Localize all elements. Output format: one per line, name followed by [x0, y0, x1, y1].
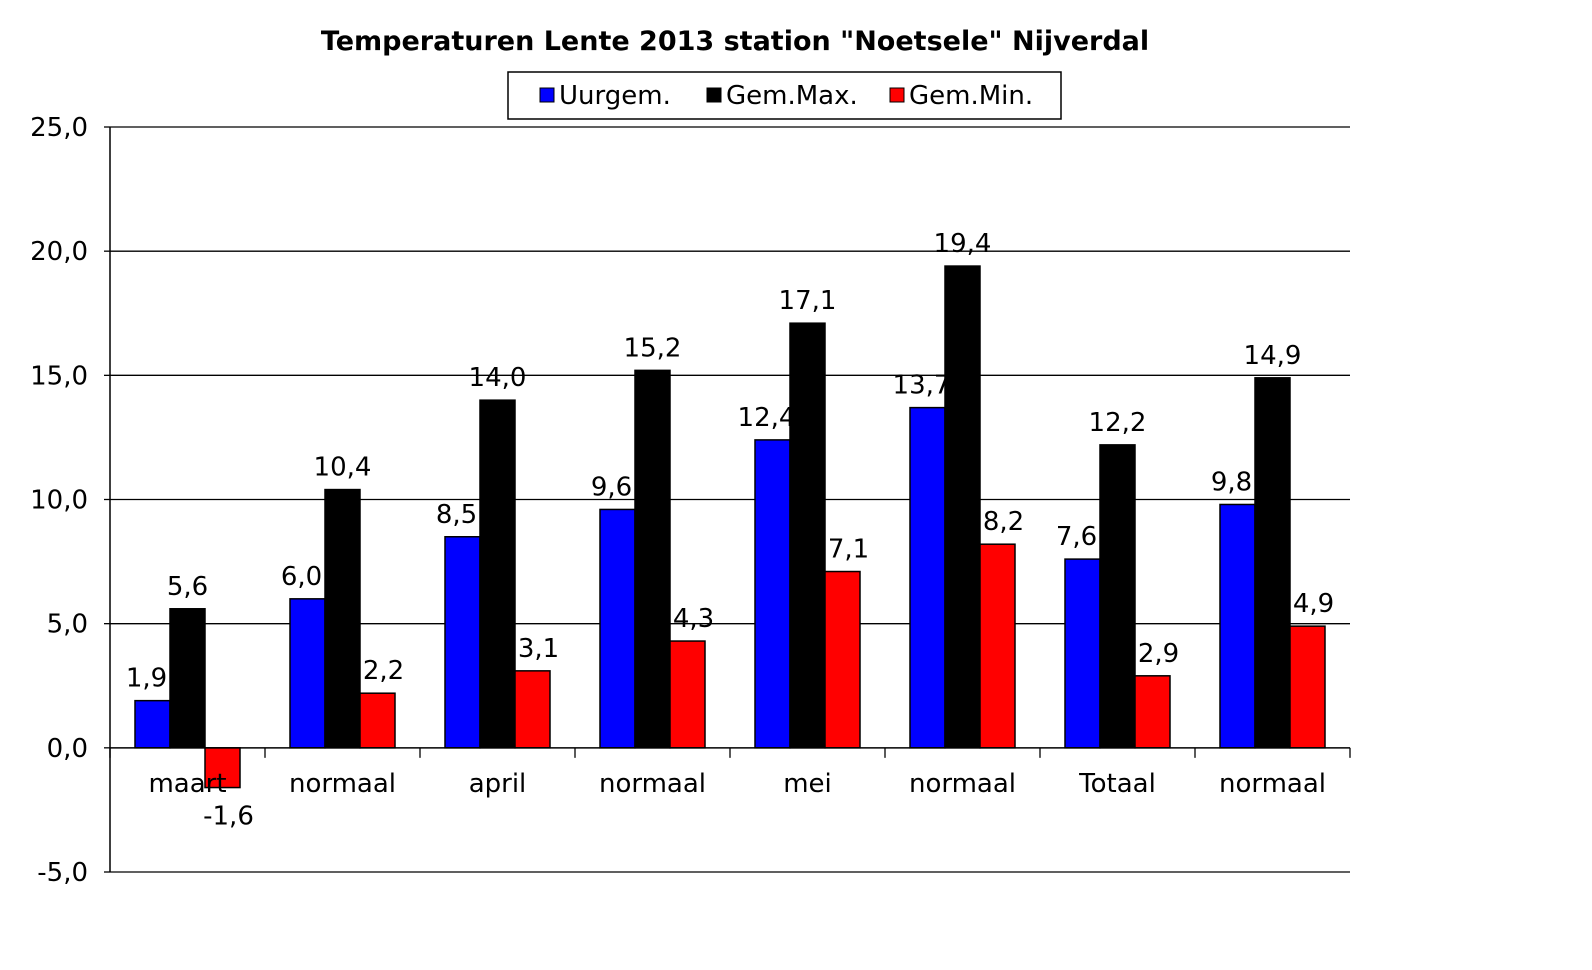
x-tick-label: normaal: [599, 769, 706, 799]
legend-swatch: [539, 87, 555, 103]
data-label: 17,1: [779, 286, 837, 316]
data-label: 15,2: [624, 333, 682, 363]
x-tick-label: mei: [783, 769, 832, 799]
data-label: 6,0: [281, 562, 322, 592]
data-label: 8,2: [983, 507, 1024, 537]
data-label: 14,9: [1244, 341, 1302, 371]
x-tick-label: normaal: [909, 769, 1016, 799]
data-label: 2,2: [363, 656, 404, 686]
y-tick-label: 15,0: [30, 361, 88, 391]
bar-gem-max: [789, 322, 826, 749]
bar-gem-min: [1289, 625, 1326, 749]
data-label: 12,4: [738, 403, 796, 433]
bar-gem-max: [324, 488, 361, 749]
chart-title: Temperaturen Lente 2013 station "Noetsel…: [321, 26, 1149, 57]
bar-gem-min: [979, 543, 1016, 749]
bar-gem-max: [634, 369, 671, 749]
bar-gem-max: [944, 265, 981, 749]
bar-uurgem: [1064, 558, 1101, 749]
bar-uurgem: [599, 508, 636, 749]
legend-box: [507, 71, 1062, 120]
data-label: -1,6: [203, 802, 254, 832]
y-tick-label: -5,0: [37, 858, 88, 888]
legend-swatch: [706, 87, 722, 103]
y-tick-label: 20,0: [30, 237, 88, 267]
data-label: 12,2: [1089, 408, 1147, 438]
gridlines: [110, 126, 1350, 873]
data-label: 19,4: [934, 229, 992, 259]
bars: [134, 265, 1326, 789]
bar-gem-min: [514, 670, 551, 749]
bar-uurgem: [134, 699, 171, 749]
data-label: 4,3: [673, 604, 714, 634]
bar-gem-min: [359, 692, 396, 749]
y-tick-label: 10,0: [30, 486, 88, 516]
bar-uurgem: [1219, 503, 1256, 749]
bar-uurgem: [289, 598, 326, 749]
data-label: 8,5: [436, 500, 477, 530]
data-label: 13,7: [893, 371, 951, 401]
y-tick-label: 5,0: [47, 610, 88, 640]
y-tick-label: 25,0: [30, 113, 88, 143]
data-labels: 1,9 6,0 8,5 9,6 12,4 13,7 7,6 9,8 5,6 10,4 14,0 15,…: [126, 229, 1334, 832]
bar-gem-max: [479, 399, 516, 749]
x-tick-label: Totaal: [1078, 769, 1156, 799]
data-label: 9,8: [1211, 467, 1252, 497]
bar-uurgem: [444, 536, 481, 749]
bar-gem-max: [1099, 444, 1136, 749]
data-label: 3,1: [518, 634, 559, 664]
bar-gem-max: [169, 608, 206, 749]
legend-label: Gem.Min.: [909, 81, 1033, 111]
y-tick-label: 0,0: [47, 734, 88, 764]
data-label: 10,4: [314, 453, 372, 483]
axes: -5,0 0,0 5,0 10,0 15,0 20,0 25,0 maart normaal ap…: [30, 113, 1351, 888]
legend-label: Gem.Max.: [726, 81, 858, 111]
bar-uurgem: [909, 406, 946, 749]
data-label: 14,0: [469, 363, 527, 393]
data-label: 7,1: [828, 535, 869, 565]
legend: Uurgem. Gem.Max. Gem.Min.: [507, 71, 1062, 120]
bar-gem-min: [824, 570, 861, 749]
data-label: 2,9: [1138, 639, 1179, 669]
bar-gem-max: [1254, 377, 1291, 749]
bar-gem-min: [669, 640, 706, 749]
data-label: 5,6: [167, 572, 208, 602]
data-label: 9,6: [591, 472, 632, 502]
legend-swatch: [889, 87, 905, 103]
bar-gem-min: [1134, 675, 1171, 749]
bar-uurgem: [754, 439, 791, 749]
x-tick-label: maart: [148, 769, 226, 799]
data-label: 4,9: [1293, 589, 1334, 619]
x-tick-label: normaal: [1219, 769, 1326, 799]
x-tick-label: april: [469, 769, 527, 799]
data-label: 7,6: [1056, 522, 1097, 552]
x-tick-label: normaal: [289, 769, 396, 799]
legend-label: Uurgem.: [559, 81, 671, 111]
data-label: 1,9: [126, 664, 167, 694]
